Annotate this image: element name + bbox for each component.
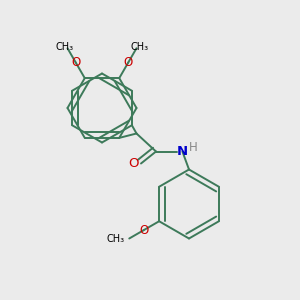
Text: CH₃: CH₃ [130,42,148,52]
Text: H: H [189,141,198,154]
Text: O: O [71,56,80,69]
Text: O: O [139,224,148,237]
Text: CH₃: CH₃ [56,42,74,52]
Text: N: N [177,145,188,158]
Text: O: O [124,56,133,69]
Text: CH₃: CH₃ [106,234,124,244]
Text: O: O [128,157,139,170]
